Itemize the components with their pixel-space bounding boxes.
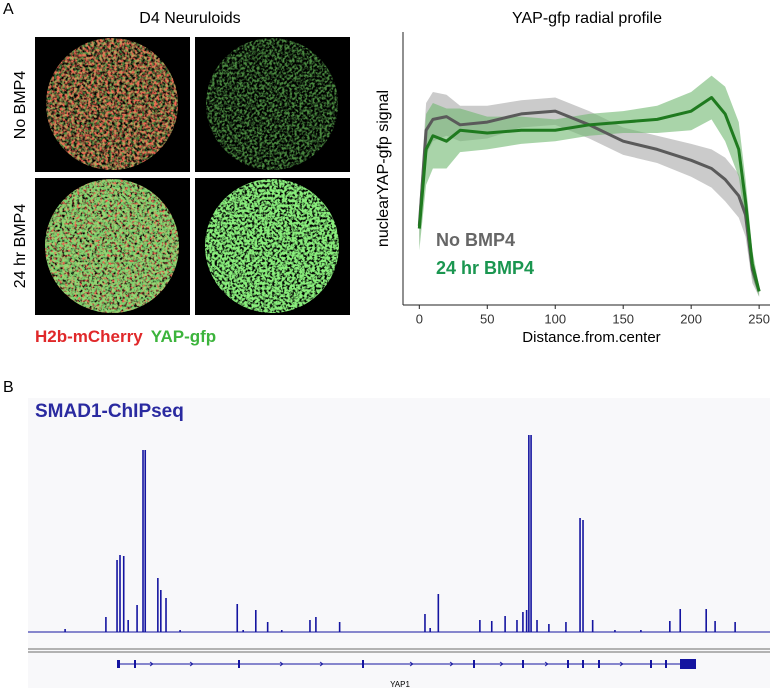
peak [157,578,159,632]
peak [144,450,147,632]
peak [490,621,493,632]
legend-label: 24 hr BMP4 [436,258,534,278]
coverage-chart: SMAD1-ChIPseq [28,401,770,633]
peak [122,556,125,632]
peak [579,518,581,632]
peak [142,450,144,632]
line-chart: YAP-gfp radial profile 0 50 100 150 200 250 Dis… [375,10,770,346]
error-band [419,92,760,297]
micrographs [35,37,350,315]
peak [236,604,239,632]
peak [582,520,584,632]
peak [64,629,66,632]
peak [105,617,107,632]
legend-label: No BMP4 [436,230,515,250]
peak [315,617,317,632]
y-axis-label: nuclearYAP-gfp signal [375,90,392,247]
peak [591,620,594,632]
channel-name: YAP-gfp [151,327,217,346]
peak [242,630,244,632]
x-tick-label: 0 [416,311,423,326]
x-tick-label: 250 [748,311,770,326]
peak [309,620,311,632]
peak [338,622,341,632]
peak [516,620,518,632]
peak [705,609,707,632]
peak [254,610,257,632]
x-tick-label: 200 [680,311,702,326]
peak [640,630,642,632]
peak [119,555,121,632]
peak [522,612,524,632]
peak [424,614,426,632]
channel-legend: H2b-mCherry YAP-gfp [35,327,216,346]
peak [714,621,716,632]
peak [548,624,550,632]
peak [528,435,530,632]
peak [679,609,682,632]
peak [536,620,538,632]
peak [530,435,532,632]
track-background [28,398,770,688]
peak [525,610,528,632]
peak [429,628,431,632]
images-title: D4 Neuruloids [139,10,240,27]
peak [479,620,481,632]
peak [136,605,138,632]
peak [280,630,283,632]
x-axis-label: Distance.from.center [522,329,660,346]
x-tick-label: 150 [612,311,634,326]
peak [266,622,269,632]
peak [437,594,440,632]
chart-title: YAP-gfp radial profile [512,10,662,27]
peak [179,630,181,632]
peak [116,560,118,632]
x-tick-label: 100 [544,311,566,326]
gene-label: YAP1 [390,680,410,689]
peak [160,590,162,632]
row-label: 24 hr BMP4 [12,204,29,289]
chart-title: SMAD1-ChIPseq [35,401,184,422]
peak [614,630,616,632]
row-label: No BMP4 [12,71,29,140]
line [417,109,761,292]
peak [165,598,167,632]
x-tick-label: 50 [480,311,494,326]
peak [669,621,671,632]
line [417,96,761,292]
panel-label: B [3,379,14,396]
peak [127,620,129,632]
panel-label: A [3,1,14,18]
channel-name: H2b-mCherry [35,327,143,346]
peak [734,622,736,632]
peak [565,622,567,632]
gene-track [28,648,770,669]
peak [504,616,506,632]
